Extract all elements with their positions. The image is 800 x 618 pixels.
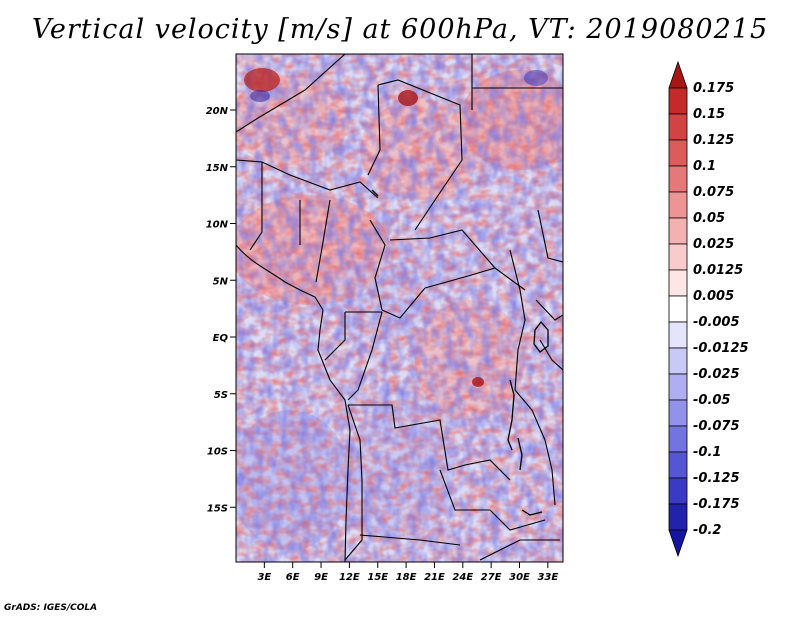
colorbar-swatch	[668, 139, 688, 167]
chart-title: Vertical velocity [m/s] at 600hPa, VT: 2…	[31, 14, 769, 45]
colorbar-swatch	[668, 425, 688, 453]
colorbar-label: 0.175	[693, 81, 734, 96]
colorbar-label: -0.2	[693, 523, 721, 538]
colorbar-swatch	[668, 217, 688, 245]
lon-label: 9E	[314, 572, 328, 583]
colorbar-label: -0.025	[693, 367, 740, 382]
lat-label: 10N	[206, 220, 229, 231]
lon-label: 27E	[481, 572, 502, 583]
lat-label: 15S	[207, 503, 228, 514]
colorbar-swatch	[668, 165, 688, 193]
lon-label: 6E	[286, 572, 300, 583]
colorbar-label: -0.1	[693, 445, 721, 460]
colorbar-swatch	[668, 87, 688, 115]
map-frame	[235, 53, 564, 563]
colorbar-swatch	[668, 451, 688, 479]
lon-label: 21E	[424, 572, 445, 583]
lat-label: 20N	[206, 106, 229, 117]
colorbar: 0.175 0.15 0.125 0.1 0.075 0.05 0.025 0.0125 0.0…	[668, 60, 749, 558]
colorbar-label: 0.15	[693, 107, 725, 122]
colorbar-label: 0.025	[693, 237, 734, 252]
colorbar-swatch	[668, 191, 688, 219]
colorbar-swatch	[668, 321, 688, 349]
lon-label: 33E	[537, 572, 558, 583]
country-borders	[236, 54, 563, 562]
lon-label: 24E	[452, 572, 473, 583]
colorbar-swatch	[668, 373, 688, 401]
grads-credit: GrADS: IGES/COLA	[4, 603, 98, 613]
colorbar-swatch	[668, 60, 688, 89]
colorbar-swatch	[668, 113, 688, 141]
lat-label: 5S	[214, 390, 228, 401]
lat-label: 15N	[206, 163, 229, 174]
lon-label: 18E	[396, 572, 417, 583]
velocity-field	[236, 54, 563, 562]
colorbar-label: -0.175	[693, 497, 740, 512]
lat-label: EQ	[213, 333, 229, 344]
lat-label: 10S	[207, 447, 228, 458]
colorbar-label: -0.125	[693, 471, 740, 486]
colorbar-swatch	[668, 347, 688, 375]
lat-label: 5N	[213, 276, 229, 287]
colorbar-swatch	[668, 477, 688, 505]
colorbar-label: -0.075	[693, 419, 740, 434]
colorbar-label: -0.005	[693, 315, 740, 330]
colorbar-label: -0.0125	[693, 341, 749, 356]
colorbar-swatch	[668, 295, 688, 323]
lakes	[371, 189, 549, 516]
colorbar-swatch	[668, 503, 688, 531]
colorbar-label: -0.05	[693, 393, 730, 408]
colorbar-label: 0.1	[693, 159, 716, 174]
lon-label: 3E	[257, 572, 271, 583]
colorbar-label: 0.05	[693, 211, 725, 226]
colorbar-swatch	[668, 529, 688, 558]
lon-label: 12E	[339, 572, 360, 583]
map-axes: 20N 15N 10N 5N EQ 5S 10S 15S 3E 6E 9E 12E 15E 18E 21E 2…	[206, 106, 559, 583]
colorbar-label: 0.005	[693, 289, 734, 304]
colorbar-label: 0.125	[693, 133, 734, 148]
lon-label: 30E	[509, 572, 530, 583]
colorbar-label: 0.0125	[693, 263, 743, 278]
lon-label: 15E	[367, 572, 388, 583]
colorbar-swatch	[668, 243, 688, 271]
colorbar-swatch	[668, 399, 688, 427]
colorbar-swatch	[668, 269, 688, 297]
colorbar-label: 0.075	[693, 185, 734, 200]
